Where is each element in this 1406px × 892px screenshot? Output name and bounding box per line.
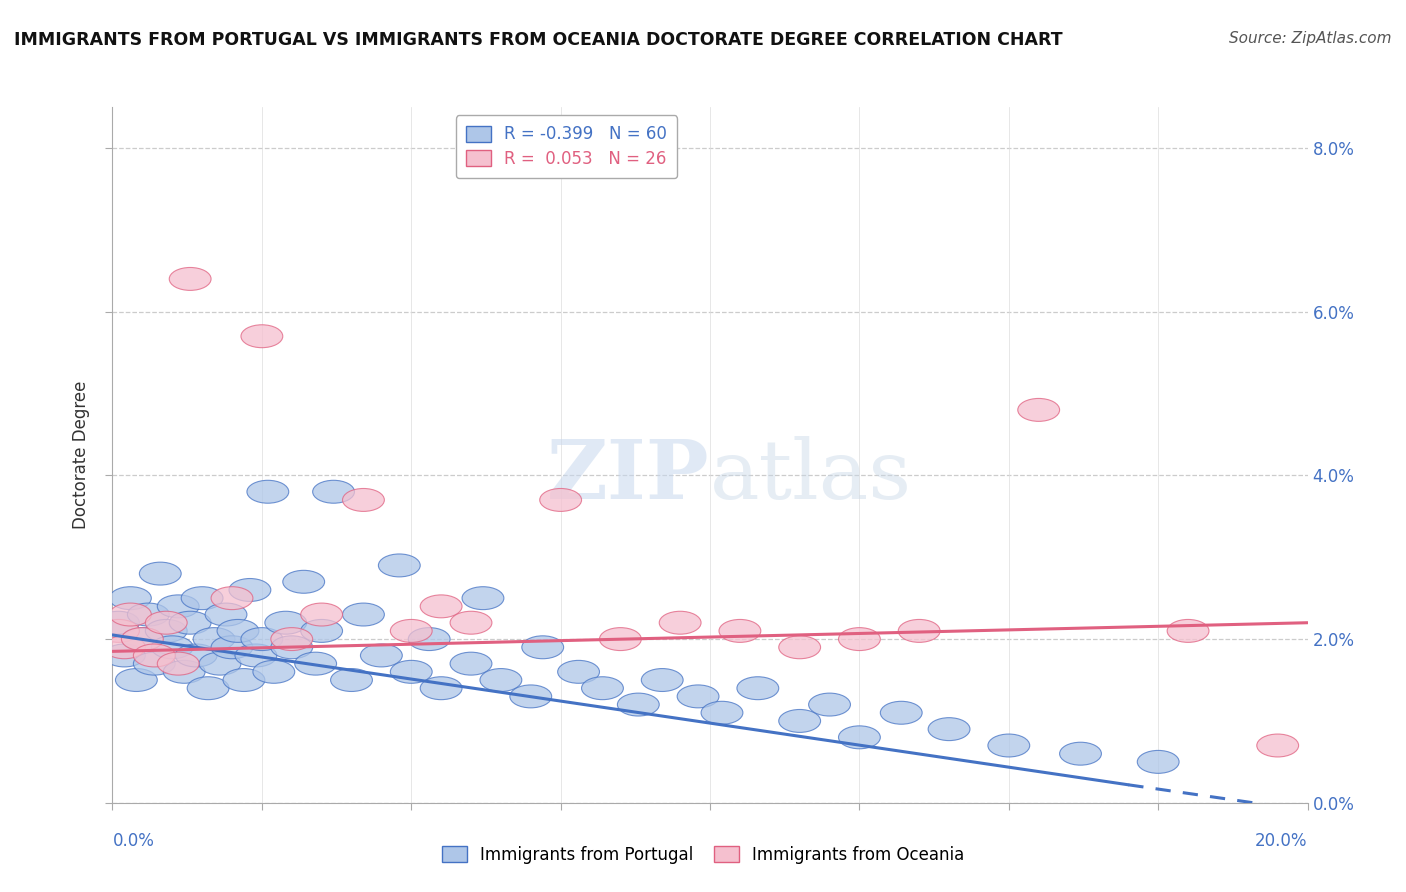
Ellipse shape: [152, 636, 193, 658]
Ellipse shape: [240, 628, 283, 650]
Legend: R = -0.399   N = 60, R =  0.053   N = 26: R = -0.399 N = 60, R = 0.053 N = 26: [456, 115, 678, 178]
Ellipse shape: [838, 726, 880, 748]
Ellipse shape: [378, 554, 420, 577]
Ellipse shape: [139, 562, 181, 585]
Ellipse shape: [522, 636, 564, 658]
Ellipse shape: [988, 734, 1029, 757]
Text: IMMIGRANTS FROM PORTUGAL VS IMMIGRANTS FROM OCEANIA DOCTORATE DEGREE CORRELATION: IMMIGRANTS FROM PORTUGAL VS IMMIGRANTS F…: [14, 31, 1063, 49]
Ellipse shape: [1018, 399, 1060, 421]
Ellipse shape: [360, 644, 402, 667]
Ellipse shape: [779, 709, 821, 732]
Ellipse shape: [247, 480, 288, 503]
Ellipse shape: [169, 268, 211, 291]
Text: 0.0%: 0.0%: [112, 832, 155, 850]
Ellipse shape: [271, 636, 312, 658]
Ellipse shape: [678, 685, 718, 708]
Ellipse shape: [1060, 742, 1101, 765]
Ellipse shape: [115, 669, 157, 691]
Ellipse shape: [659, 611, 702, 634]
Ellipse shape: [110, 587, 152, 609]
Text: ZIP: ZIP: [547, 436, 710, 516]
Text: 20.0%: 20.0%: [1256, 832, 1308, 850]
Ellipse shape: [217, 619, 259, 642]
Ellipse shape: [128, 603, 169, 626]
Ellipse shape: [463, 587, 503, 609]
Ellipse shape: [97, 619, 139, 642]
Ellipse shape: [295, 652, 336, 675]
Ellipse shape: [163, 660, 205, 683]
Ellipse shape: [134, 644, 176, 667]
Ellipse shape: [301, 619, 343, 642]
Ellipse shape: [420, 677, 463, 699]
Ellipse shape: [145, 611, 187, 634]
Ellipse shape: [187, 677, 229, 699]
Ellipse shape: [737, 677, 779, 699]
Ellipse shape: [450, 611, 492, 634]
Ellipse shape: [808, 693, 851, 716]
Ellipse shape: [224, 669, 264, 691]
Ellipse shape: [391, 619, 432, 642]
Ellipse shape: [702, 701, 742, 724]
Legend: Immigrants from Portugal, Immigrants from Oceania: Immigrants from Portugal, Immigrants fro…: [436, 839, 970, 871]
Ellipse shape: [104, 636, 145, 658]
Ellipse shape: [880, 701, 922, 724]
Ellipse shape: [104, 644, 145, 667]
Ellipse shape: [121, 628, 163, 650]
Ellipse shape: [229, 579, 271, 601]
Ellipse shape: [408, 628, 450, 650]
Ellipse shape: [330, 669, 373, 691]
Ellipse shape: [181, 587, 224, 609]
Ellipse shape: [271, 628, 312, 650]
Ellipse shape: [928, 718, 970, 740]
Ellipse shape: [253, 660, 295, 683]
Ellipse shape: [283, 570, 325, 593]
Ellipse shape: [343, 489, 384, 511]
Ellipse shape: [200, 652, 240, 675]
Ellipse shape: [718, 619, 761, 642]
Ellipse shape: [205, 603, 247, 626]
Ellipse shape: [779, 636, 821, 658]
Ellipse shape: [540, 489, 582, 511]
Ellipse shape: [110, 603, 152, 626]
Ellipse shape: [145, 619, 187, 642]
Ellipse shape: [420, 595, 463, 618]
Ellipse shape: [1167, 619, 1209, 642]
Ellipse shape: [641, 669, 683, 691]
Ellipse shape: [211, 587, 253, 609]
Ellipse shape: [157, 595, 200, 618]
Ellipse shape: [450, 652, 492, 675]
Ellipse shape: [121, 628, 163, 650]
Ellipse shape: [510, 685, 551, 708]
Ellipse shape: [312, 480, 354, 503]
Ellipse shape: [391, 660, 432, 683]
Y-axis label: Doctorate Degree: Doctorate Degree: [72, 381, 90, 529]
Ellipse shape: [176, 644, 217, 667]
Ellipse shape: [582, 677, 623, 699]
Text: Source: ZipAtlas.com: Source: ZipAtlas.com: [1229, 31, 1392, 46]
Ellipse shape: [235, 644, 277, 667]
Ellipse shape: [1257, 734, 1299, 757]
Ellipse shape: [898, 619, 941, 642]
Ellipse shape: [211, 636, 253, 658]
Ellipse shape: [97, 611, 139, 634]
Ellipse shape: [134, 652, 176, 675]
Ellipse shape: [599, 628, 641, 650]
Ellipse shape: [838, 628, 880, 650]
Text: atlas: atlas: [710, 436, 912, 516]
Ellipse shape: [193, 628, 235, 650]
Ellipse shape: [1137, 750, 1180, 773]
Ellipse shape: [301, 603, 343, 626]
Ellipse shape: [617, 693, 659, 716]
Ellipse shape: [479, 669, 522, 691]
Ellipse shape: [343, 603, 384, 626]
Ellipse shape: [240, 325, 283, 348]
Ellipse shape: [157, 652, 200, 675]
Ellipse shape: [169, 611, 211, 634]
Ellipse shape: [264, 611, 307, 634]
Ellipse shape: [558, 660, 599, 683]
